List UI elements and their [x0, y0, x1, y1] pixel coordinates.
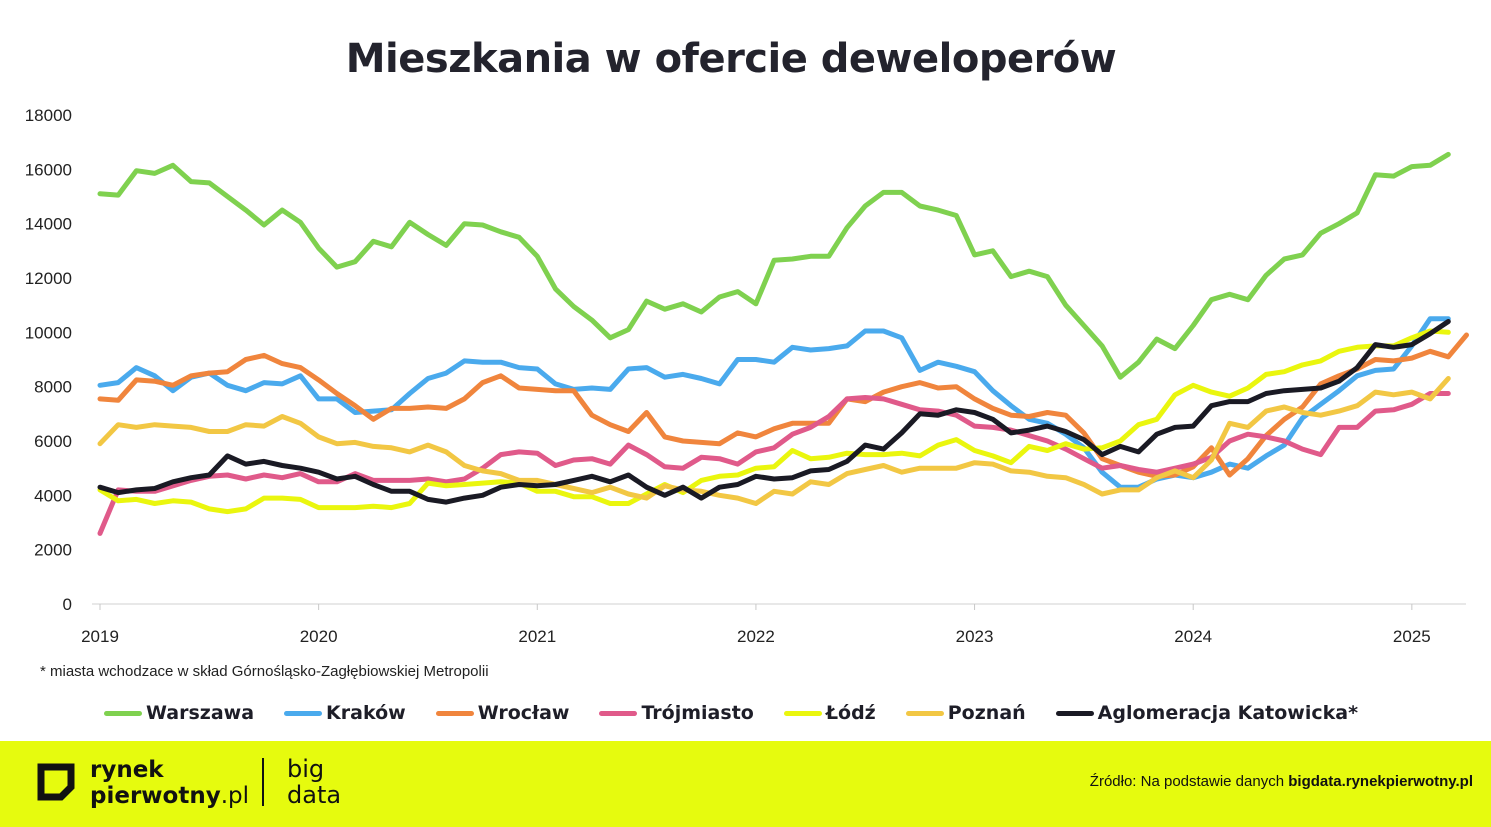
y-tick-label: 2000: [34, 541, 72, 560]
legend-item: Wrocław: [435, 702, 570, 724]
legend-label: Warszawa: [146, 702, 255, 724]
y-tick-label: 0: [63, 595, 72, 614]
series-line-aglomeracja-katowicka: [97, 319, 1451, 505]
legend-swatch: [783, 710, 822, 716]
logo-line-1: rynek: [90, 757, 164, 783]
legend-swatch: [104, 710, 142, 716]
y-tick-label: 12000: [25, 269, 72, 288]
legend-item: Łódź: [783, 702, 876, 724]
footer-bar: rynek pierwotny.pl big data Źródło: Na p…: [0, 741, 1491, 827]
series-line-wrocław: [97, 332, 1469, 479]
legend-label: Aglomeracja Katowicka*: [1097, 702, 1359, 724]
legend-item: Trójmiasto: [599, 702, 754, 724]
x-tick-label: 2021: [518, 627, 556, 646]
legend-item: Warszawa: [104, 702, 254, 724]
source-link[interactable]: bigdata.rynekpierwotny.pl: [1288, 773, 1473, 790]
series-line-warszawa: [97, 151, 1451, 380]
legend-item: Aglomeracja Katowicka*: [1055, 702, 1359, 724]
source-note: Źródło: Na podstawie danych bigdata.ryne…: [1090, 773, 1473, 790]
series-line-poznań: [97, 376, 1451, 506]
legend-label: Łódź: [825, 702, 876, 724]
rynekpierwotny-logo-text: rynek pierwotny.pl: [90, 757, 249, 809]
bigdata-logo-big: big: [287, 755, 325, 783]
logo-divider: [262, 758, 264, 806]
rynekpierwotny-logo-icon: [37, 763, 75, 801]
chart-title: Mieszkania w ofercie deweloperów: [345, 36, 1117, 82]
y-tick-label: 18000: [25, 106, 72, 125]
x-tick-label: 2022: [737, 627, 775, 646]
legend-item: Kraków: [284, 702, 406, 724]
x-tick-label: 2019: [81, 627, 119, 646]
series-line-trójmiasto: [97, 391, 1451, 536]
legend-item: Poznań: [905, 702, 1026, 724]
series-line-łódź: [97, 328, 1451, 515]
logo-tld: .pl: [220, 783, 250, 809]
bigdata-logo: big data: [287, 756, 341, 808]
y-tick-label: 6000: [34, 432, 72, 451]
x-tick-label: 2023: [956, 627, 994, 646]
chart-legend: Warszawa Kraków Wrocław Trójmiasto Łódź Pozna…: [104, 700, 1388, 726]
y-tick-label: 8000: [34, 378, 72, 397]
y-tick-label: 10000: [25, 323, 72, 342]
legend-label: Poznań: [947, 702, 1026, 724]
y-tick-label: 14000: [25, 215, 72, 234]
y-tick-label: 16000: [25, 160, 72, 179]
legend-label: Wrocław: [477, 702, 570, 724]
legend-swatch: [1055, 710, 1094, 716]
legend-swatch: [599, 710, 638, 716]
legend-label: Kraków: [326, 702, 406, 724]
source-prefix: Źródło: Na podstawie danych: [1089, 773, 1289, 790]
x-tick-label: 2020: [300, 627, 338, 646]
x-tick-label: 2025: [1393, 627, 1431, 646]
logo-line-2: pierwotny: [90, 783, 221, 809]
x-tick-label: 2024: [1174, 627, 1212, 646]
y-tick-label: 4000: [34, 486, 72, 505]
footnote: * miasta wchodzace w skład Górnośląsko-Z…: [40, 663, 489, 680]
line-chart: 0 2000 4000 6000 8000 10000 12000 14000 16000 180…: [25, 106, 1469, 646]
legend-label: Trójmiasto: [641, 702, 754, 724]
legend-swatch: [905, 710, 944, 716]
legend-swatch: [284, 710, 323, 716]
legend-swatch: [435, 710, 474, 716]
bigdata-logo-data: data: [287, 781, 342, 809]
